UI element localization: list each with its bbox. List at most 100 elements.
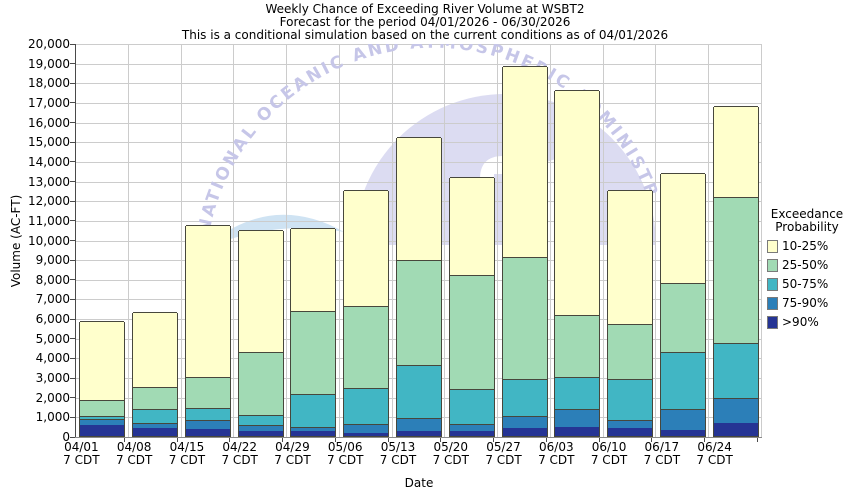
bar-segment-10-25%	[80, 321, 125, 400]
bar-segment-10-25%	[502, 65, 547, 258]
v-gridline	[497, 44, 499, 437]
x-axis-label: Date	[404, 476, 434, 490]
bar-05-13	[396, 137, 442, 437]
x-tick-label: 04/15 7 CDT	[155, 441, 219, 467]
y-axis-line	[75, 44, 76, 438]
y-tick-mark	[70, 82, 75, 84]
bar-04-08	[132, 312, 179, 437]
bar-segment->90%	[660, 430, 705, 436]
x-tick-label: 04/22 7 CDT	[208, 441, 272, 467]
bar-segment-75-90%	[397, 418, 441, 432]
v-gridline	[655, 44, 657, 437]
x-tick-time: 7 CDT	[327, 453, 364, 467]
bar-segment-10-25%	[449, 176, 494, 275]
bar-segment-25-50%	[713, 197, 758, 344]
bar-segment-10-25%	[344, 190, 389, 307]
bar-segment-25-50%	[555, 315, 600, 378]
x-tick-date: 04/22	[222, 440, 257, 454]
h-gridline	[76, 83, 762, 85]
h-gridline	[76, 122, 762, 124]
x-tick-label: 06/03 7 CDT	[524, 441, 588, 467]
bar-segment-10-25%	[713, 105, 758, 198]
y-tick-mark	[70, 397, 75, 399]
legend-item-25-50: 25-50%	[767, 259, 850, 272]
legend-swatch	[767, 240, 778, 253]
bar-segment-75-90%	[291, 427, 336, 431]
x-tick-label: 06/10 7 CDT	[577, 441, 641, 467]
y-tick-label: 2,000	[35, 390, 70, 405]
h-gridline	[76, 63, 762, 65]
y-tick-label: 13,000	[28, 174, 70, 189]
bar-segment-75-90%	[238, 425, 283, 432]
legend-swatch	[767, 278, 778, 291]
bar-05-06	[343, 190, 390, 437]
x-tick-date: 04/01	[64, 440, 99, 454]
v-gridline	[286, 44, 288, 437]
x-tick-time: 7 CDT	[590, 453, 628, 467]
x-tick-label: 05/06 7 CDT	[313, 441, 377, 467]
bar-segment-25-50%	[660, 282, 705, 352]
bar-segment-10-25%	[397, 137, 441, 261]
bar-segment-75-90%	[133, 423, 178, 429]
bar-segment-10-25%	[291, 227, 336, 312]
y-tick-label: 1,000	[35, 410, 70, 425]
v-gridline	[708, 44, 710, 437]
x-tick-time: 7 CDT	[696, 453, 733, 467]
legend-title-line-2: Probability	[775, 220, 839, 234]
y-tick-label: 12,000	[28, 194, 70, 209]
bar-segment->90%	[291, 430, 336, 436]
y-tick-mark	[70, 43, 75, 45]
bar-segment-10-25%	[660, 172, 705, 283]
bar-segment-25-50%	[133, 386, 178, 410]
h-gridline	[76, 44, 762, 45]
x-tick-mark	[282, 438, 284, 442]
bar-segment-50-75%	[502, 379, 547, 417]
bar-segment->90%	[344, 432, 389, 436]
plot-area: NATIONAL OCEANIC AND ATMOSPHERIC ADMINIS…	[76, 44, 762, 437]
v-gridline	[391, 44, 393, 437]
bar-segment-50-75%	[344, 388, 389, 425]
x-tick-date: 06/17	[644, 440, 680, 454]
y-tick-label: 20,000	[28, 37, 70, 51]
y-tick-mark	[70, 436, 75, 438]
x-tick-time: 7 CDT	[538, 453, 575, 467]
x-tick-date: 06/03	[539, 440, 574, 454]
x-tick-time: 7 CDT	[221, 453, 258, 467]
bar-segment-10-25%	[185, 224, 230, 378]
x-tick-time: 7 CDT	[115, 453, 153, 467]
y-tick-label: 9,000	[35, 253, 70, 268]
x-tick-time: 7 CDT	[274, 453, 311, 467]
v-gridline	[444, 44, 446, 437]
chart-title-line-3: This is a conditional simulation based o…	[181, 28, 669, 42]
bar-05-20	[448, 176, 495, 437]
legend: Exceedance Probability 10-25% 25-50% 50-75…	[764, 208, 850, 329]
bar-segment-75-90%	[502, 416, 547, 429]
x-tick-date: 04/08	[116, 440, 152, 454]
x-tick-mark	[598, 438, 600, 442]
bar-segment-75-90%	[555, 408, 600, 428]
bar-06-24	[712, 105, 759, 437]
bar-segment->90%	[80, 425, 125, 436]
y-tick-mark	[70, 220, 75, 222]
legend-item-75-90: 75-90%	[767, 297, 850, 310]
bar-06-10	[607, 190, 654, 437]
legend-swatch	[767, 259, 778, 272]
bar-segment->90%	[133, 428, 178, 436]
bar-segment-10-25%	[608, 190, 653, 324]
bar-segment->90%	[502, 428, 547, 436]
y-tick-label: 3,000	[35, 371, 70, 386]
x-tick-mark	[387, 438, 389, 442]
v-gridline	[338, 44, 340, 437]
x-tick-mark	[229, 438, 231, 442]
legend-label: 75-90%	[782, 296, 829, 310]
x-tick-date: 05/20	[433, 440, 469, 454]
x-tick-date: 04/29	[275, 440, 310, 454]
legend-label: 25-50%	[782, 258, 829, 272]
y-tick-mark	[70, 240, 75, 241]
x-tick-label: 04/01 7 CDT	[49, 441, 113, 467]
y-tick-label: 19,000	[28, 56, 70, 71]
bar-segment-50-75%	[80, 416, 125, 420]
y-tick-label: 0	[62, 430, 70, 444]
bar-segment-50-75%	[555, 377, 600, 409]
